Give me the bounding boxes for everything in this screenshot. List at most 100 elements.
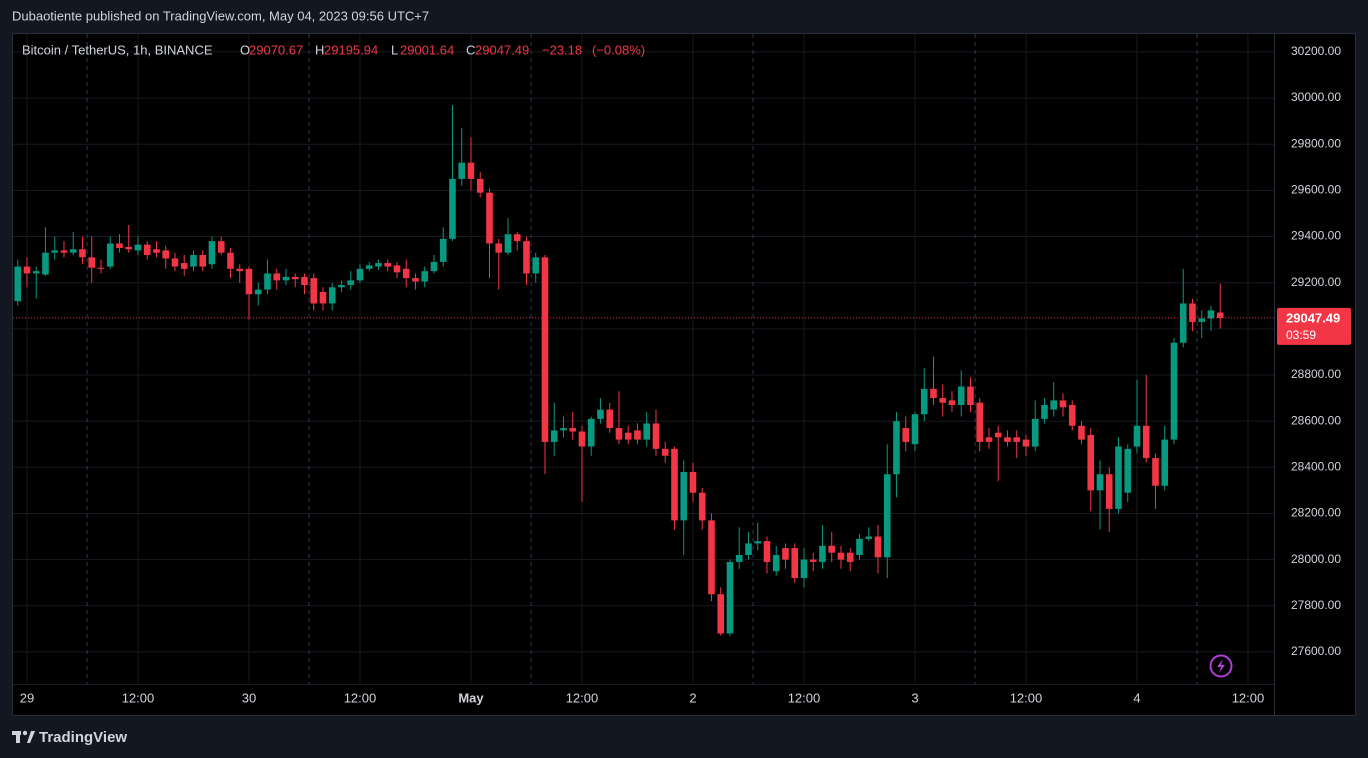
y-tick-label: 28600.00 [1291, 413, 1341, 427]
legend-value: 29195.94 [324, 42, 378, 57]
candle-body [143, 244, 151, 255]
candle-body [717, 594, 725, 634]
icon-bolt [1217, 659, 1225, 673]
candle-body [430, 261, 438, 272]
candle-body [1022, 439, 1030, 447]
tradingview-logo [12, 730, 35, 743]
candle-body [911, 414, 919, 445]
candle-body [310, 278, 318, 304]
logo-part [22, 730, 28, 736]
candle-body [976, 402, 984, 442]
candle-body [661, 448, 669, 456]
candle-body [1078, 425, 1085, 440]
last-price-label: 29047.49 [1286, 310, 1340, 325]
candle-body [985, 437, 993, 442]
candle-body [809, 559, 817, 562]
candle-body [819, 545, 826, 562]
candle-body [88, 257, 96, 268]
candle-body [800, 559, 808, 579]
candle-body [615, 428, 623, 440]
candle-body [1068, 405, 1076, 426]
candle-body [874, 536, 882, 558]
candle-body [791, 548, 799, 579]
x-tick-label: 3 [911, 690, 918, 705]
candle-body [1207, 310, 1215, 319]
candle-body [42, 252, 49, 275]
candle-body [782, 548, 789, 560]
candle-body [893, 421, 900, 475]
candle-body [51, 250, 59, 253]
candle-body [1189, 303, 1196, 322]
x-tick-label: 12:00 [344, 690, 377, 705]
candle-body [421, 271, 429, 282]
candle-body [282, 276, 290, 281]
publish-info: Dubaotiente published on TradingView.com… [12, 8, 429, 23]
y-tick-label: 29200.00 [1291, 275, 1341, 289]
candle-body [412, 278, 419, 282]
alert-icon [1209, 654, 1233, 678]
candle-body [837, 552, 845, 560]
legend-label: C [466, 42, 475, 57]
chart-title: Bitcoin / TetherUS, 1h, BINANCE [22, 42, 213, 57]
candle-body [634, 430, 641, 440]
candle-body [162, 250, 170, 259]
candle-body [291, 276, 299, 280]
candle-body [393, 265, 401, 273]
candle-body [1050, 400, 1058, 410]
candle-body [967, 386, 974, 405]
countdown: 03:59 [1286, 328, 1316, 342]
candle-body [97, 267, 105, 269]
icon-ring [1209, 654, 1233, 678]
candle-body [384, 263, 392, 267]
y-tick-label: 30200.00 [1291, 44, 1341, 58]
candle-body [846, 552, 854, 562]
candle-body [587, 418, 595, 447]
x-tick-label: May [458, 690, 484, 705]
candle-body [199, 255, 207, 267]
candle-body [208, 241, 216, 265]
candle-body [754, 541, 762, 544]
candle-body [14, 266, 22, 302]
candle-body [726, 561, 734, 634]
candle-body [171, 258, 179, 267]
candle-body [356, 268, 364, 281]
candle-body [106, 243, 114, 267]
x-tick-label: 12:00 [122, 690, 155, 705]
logo-part [27, 731, 35, 743]
candle-body [532, 257, 540, 274]
x-tick-label: 4 [1133, 690, 1140, 705]
legend-label: H [315, 42, 324, 57]
candle-body [338, 285, 345, 288]
candle-body [1013, 437, 1021, 442]
legend-label: O [240, 42, 250, 57]
candle-body [319, 291, 327, 304]
candle-body [1142, 425, 1150, 459]
candle-body [328, 287, 336, 304]
y-tick-label: 27600.00 [1291, 644, 1341, 658]
y-tick-label: 29400.00 [1291, 229, 1341, 243]
candle-body [245, 268, 253, 295]
x-tick-label: 2 [689, 690, 696, 705]
candle-body [902, 428, 910, 442]
candle-body [1216, 312, 1224, 318]
x-tick-label: 12:00 [566, 690, 599, 705]
legend-value: 29001.64 [400, 42, 454, 57]
candle-body [375, 263, 382, 267]
candle-body [254, 289, 262, 295]
candle-body [1087, 435, 1095, 491]
candle-body [772, 555, 780, 572]
x-tick-label: 12:00 [1010, 690, 1043, 705]
candle-body [439, 238, 447, 262]
candle-body [883, 474, 891, 558]
y-tick-label: 30000.00 [1291, 90, 1341, 104]
candle-body [643, 423, 651, 440]
candle-body [550, 430, 558, 442]
candle-body [680, 471, 688, 521]
candle-body [116, 243, 123, 249]
legend-change: −23.18 [542, 42, 582, 57]
y-tick-label: 29600.00 [1291, 183, 1341, 197]
legend-value: 29047.49 [475, 42, 529, 57]
last-price-box [1277, 307, 1351, 345]
candle-body [495, 243, 503, 253]
